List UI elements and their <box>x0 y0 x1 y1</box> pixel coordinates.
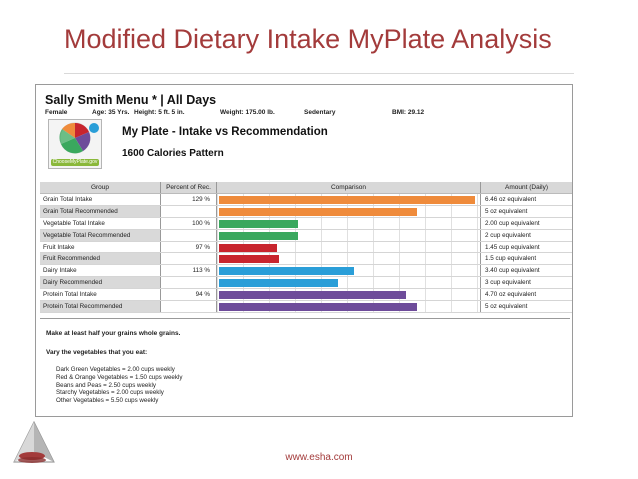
col-percent-header: Percent of Rec. <box>161 182 217 193</box>
row-amount: 5 oz equivalent <box>485 207 528 215</box>
row-comparison <box>217 241 481 253</box>
table-header: Group Percent of Rec. Comparison Amount … <box>40 182 572 194</box>
col-comparison-header: Comparison <box>217 182 481 193</box>
table-row: Fruit Recommended 1.5 cup equivalent <box>40 253 572 266</box>
row-group: Dairy Intake <box>40 265 161 277</box>
veg-item: Beans and Peas = 2.50 cups weekly <box>56 381 156 389</box>
comparison-bar <box>219 267 354 276</box>
row-group: Fruit Recommended <box>40 253 161 265</box>
myplate-logo: ChooseMyPlate.gov <box>48 119 102 169</box>
menu-title: Sally Smith Menu * | All Days <box>45 93 217 107</box>
veg-item: Other Vegetables = 5.50 cups weekly <box>56 397 159 405</box>
plate-icon <box>59 122 99 154</box>
row-comparison <box>217 289 481 301</box>
row-group: Vegetable Total Intake <box>40 217 161 229</box>
comparison-bar <box>219 207 418 216</box>
plate-title: My Plate - Intake vs Recommendation <box>122 126 328 138</box>
comparison-bar <box>219 255 279 264</box>
age-label: Age: 35 Yrs. <box>92 109 130 116</box>
comparison-bar <box>219 196 475 204</box>
row-comparison <box>217 194 481 205</box>
veg-list: Dark Green Vegetables = 2.00 cups weekly… <box>56 366 182 405</box>
row-percent: 113 % <box>161 265 217 277</box>
row-percent <box>161 205 217 217</box>
row-percent <box>161 301 217 312</box>
esha-logo-icon <box>13 420 55 463</box>
notes-section: Make at least half your grains whole gra… <box>40 318 570 413</box>
row-comparison <box>217 301 481 312</box>
footer-url[interactable]: www.esha.com <box>285 452 353 463</box>
table-row: Vegetable Total Recommended 2 cup equival… <box>40 229 572 242</box>
veg-item: Dark Green Vegetables = 2.00 cups weekly <box>56 366 175 373</box>
row-percent: 97 % <box>161 241 217 253</box>
table-body: Grain Total Intake 129 % 6.46 oz equivalen… <box>40 194 572 313</box>
comparison-bar <box>219 279 339 288</box>
comparison-bar <box>219 303 418 312</box>
row-amount: 2 cup equivalent <box>485 231 531 239</box>
row-comparison <box>217 205 481 217</box>
height-label: Height: 5 ft. 5 in. <box>134 109 185 116</box>
table-row: Protein Total Recommended 5 oz equivalent <box>40 301 572 313</box>
row-amount: 4.70 oz equivalent <box>485 291 537 299</box>
col-amount-header: Amount (Daily) <box>505 184 548 191</box>
col-group-header: Group <box>40 182 161 193</box>
row-percent: 100 % <box>161 217 217 229</box>
row-group: Grain Total Recommended <box>40 205 161 217</box>
row-amount: 6.46 oz equivalent <box>485 196 537 203</box>
row-amount: 2.00 cup equivalent <box>485 219 540 227</box>
table-row: Vegetable Total Intake 100 % 2.00 cup equi… <box>40 217 572 230</box>
row-amount: 5 oz equivalent <box>485 303 528 311</box>
row-amount: 3.40 cup equivalent <box>485 267 540 275</box>
table-row: Dairy Intake 113 % 3.40 cup equivalent <box>40 265 572 278</box>
slide-title: Modified Dietary Intake MyPlate Analysis <box>64 24 552 54</box>
row-percent: 94 % <box>161 289 217 301</box>
myplate-report: Sally Smith Menu * | All Days Female Age… <box>35 84 573 417</box>
veg-item: Red & Orange Vegetables = 1.50 cups week… <box>56 373 183 381</box>
logo-text: ChooseMyPlate.gov <box>51 159 99 166</box>
activity-label: Sedentary <box>304 109 336 116</box>
comparison-bar <box>219 219 299 228</box>
veg-item: Starchy Vegetables = 2.00 cups weekly <box>56 389 164 397</box>
row-group: Protein Total Recommended <box>40 301 161 312</box>
row-group: Dairy Recommended <box>40 277 161 289</box>
table-row: Fruit Intake 97 % 1.45 cup equivalent <box>40 241 572 254</box>
row-percent <box>161 229 217 241</box>
row-comparison <box>217 265 481 277</box>
row-amount: 3 cup equivalent <box>485 279 531 287</box>
row-group: Protein Total Intake <box>40 289 161 301</box>
row-amount: 1.5 cup equivalent <box>485 255 537 263</box>
grains-note: Make at least half your grains whole gra… <box>46 330 181 337</box>
title-divider <box>64 73 574 74</box>
weight-label: Weight: 175.00 lb. <box>220 109 275 116</box>
intake-table: Group Percent of Rec. Comparison Amount … <box>40 182 572 313</box>
row-group: Fruit Intake <box>40 241 161 253</box>
bmi-label: BMI: 29.12 <box>392 109 425 116</box>
row-comparison <box>217 217 481 229</box>
row-group: Vegetable Total Recommended <box>40 229 161 241</box>
row-percent <box>161 253 217 265</box>
row-percent <box>161 277 217 289</box>
row-group: Grain Total Intake <box>40 194 161 205</box>
comparison-bar <box>219 231 299 240</box>
table-row: Grain Total Intake 129 % 6.46 oz equivalen… <box>40 194 572 206</box>
row-percent: 129 % <box>161 194 217 205</box>
table-row: Protein Total Intake 94 % 4.70 oz equivale… <box>40 289 572 302</box>
row-comparison <box>217 253 481 265</box>
table-row: Dairy Recommended 3 cup equivalent <box>40 277 572 290</box>
gender-label: Female <box>45 109 68 116</box>
row-amount: 1.45 cup equivalent <box>485 243 540 251</box>
calorie-pattern: 1600 Calories Pattern <box>122 148 224 159</box>
table-row: Grain Total Recommended 5 oz equivalent <box>40 205 572 218</box>
row-comparison <box>217 229 481 241</box>
comparison-bar <box>219 243 277 252</box>
veg-heading: Vary the vegetables that you eat: <box>46 349 148 356</box>
row-comparison <box>217 277 481 289</box>
comparison-bar <box>219 291 406 300</box>
